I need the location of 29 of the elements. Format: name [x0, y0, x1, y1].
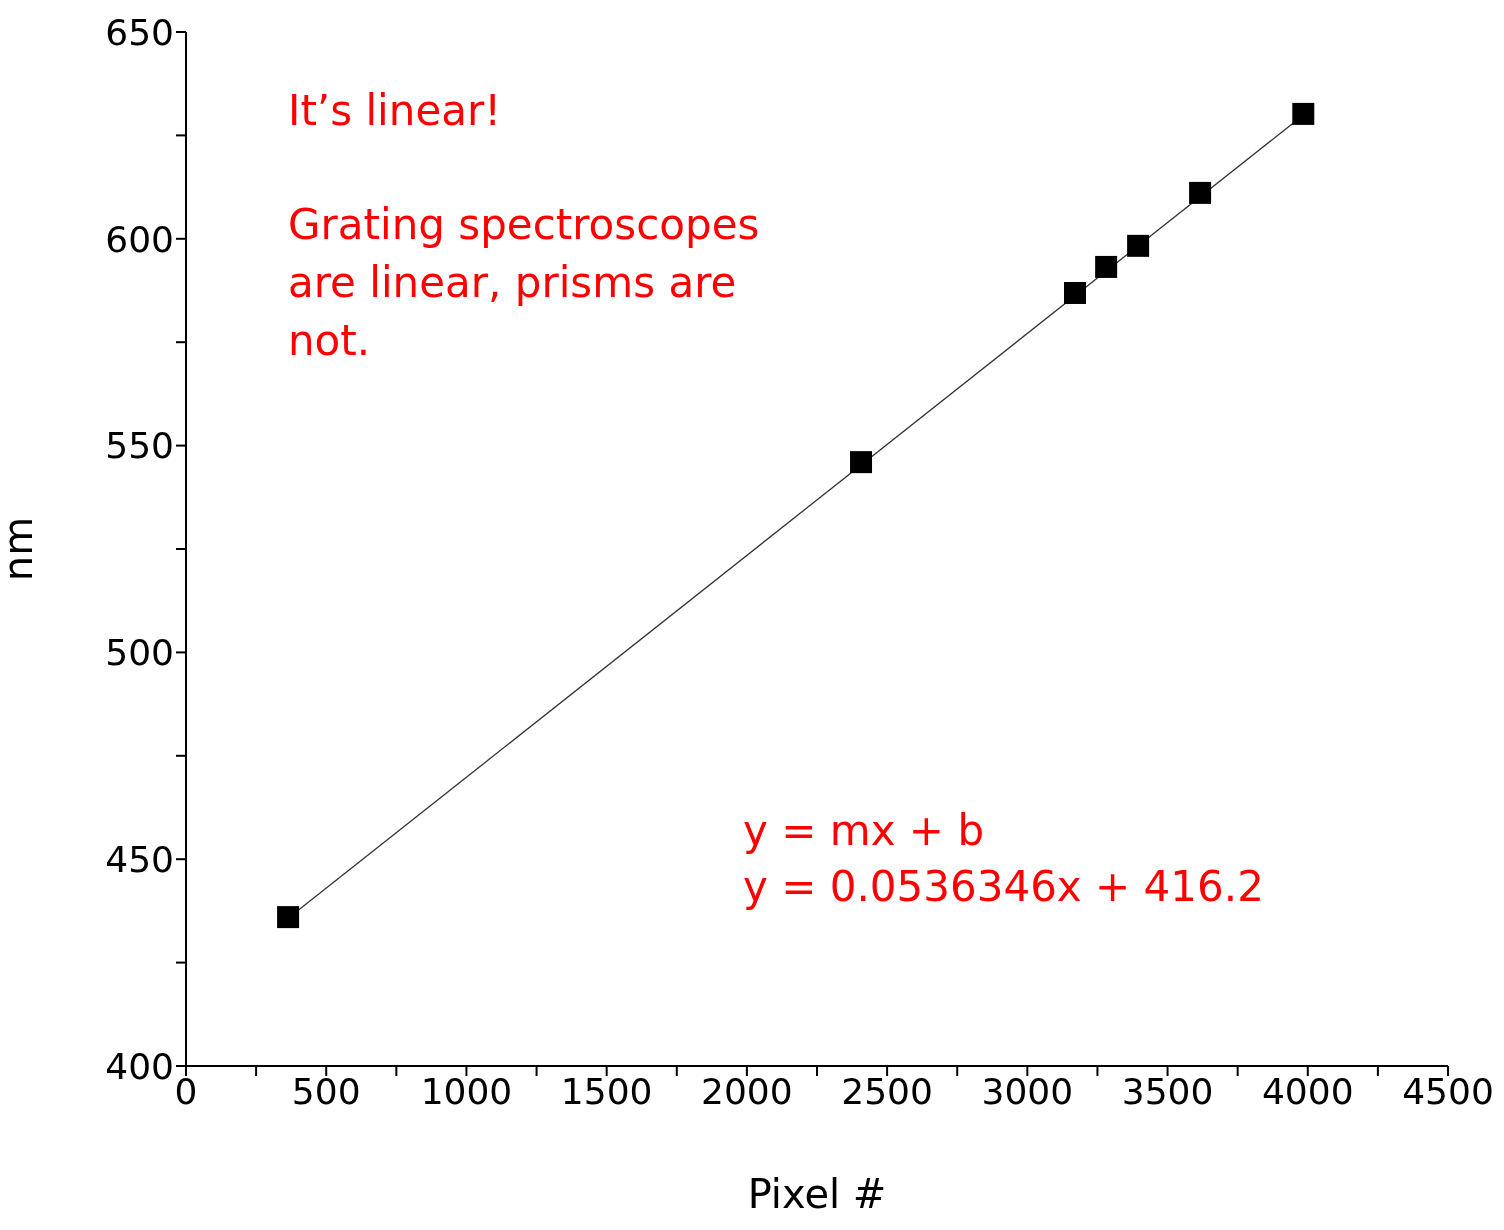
annotation: It’s linear!	[288, 85, 502, 137]
x-tick-label: 2000	[701, 1070, 793, 1112]
x-tick-label: 1000	[420, 1070, 513, 1112]
x-tick-label: 500	[291, 1070, 361, 1112]
point	[1189, 181, 1212, 204]
x-tick-label: 3500	[1121, 1070, 1214, 1112]
x-tick-label: 3000	[981, 1070, 1074, 1112]
x-tick-label: 1500	[560, 1070, 653, 1112]
y-tick-label: 650	[105, 11, 174, 53]
point	[850, 451, 873, 474]
point	[1127, 234, 1150, 257]
y-tick-label: 500	[105, 632, 174, 674]
annotation: Grating spectroscopes are linear, prisms are not.	[288, 199, 761, 367]
x-tick-label: 4000	[1261, 1070, 1354, 1112]
x-tick-label: 0	[174, 1070, 198, 1112]
y-tick-label: 550	[105, 425, 174, 467]
y-axis-title: nm	[0, 516, 42, 582]
point	[1064, 281, 1087, 304]
annotation: y = 0.0536346x + 416.2	[743, 861, 1264, 913]
y-tick-label: 450	[105, 838, 174, 880]
annotation: y = mx + b	[743, 805, 985, 857]
y-tick-label: 400	[105, 1045, 174, 1087]
x-tick-label: 4500	[1402, 1070, 1494, 1112]
x-tick-label: 2500	[841, 1070, 933, 1112]
x-axis-title: Pixel #	[747, 1171, 887, 1217]
point	[277, 906, 300, 929]
y-tick-label: 600	[105, 218, 174, 260]
point	[1292, 102, 1315, 125]
point	[1095, 255, 1118, 278]
